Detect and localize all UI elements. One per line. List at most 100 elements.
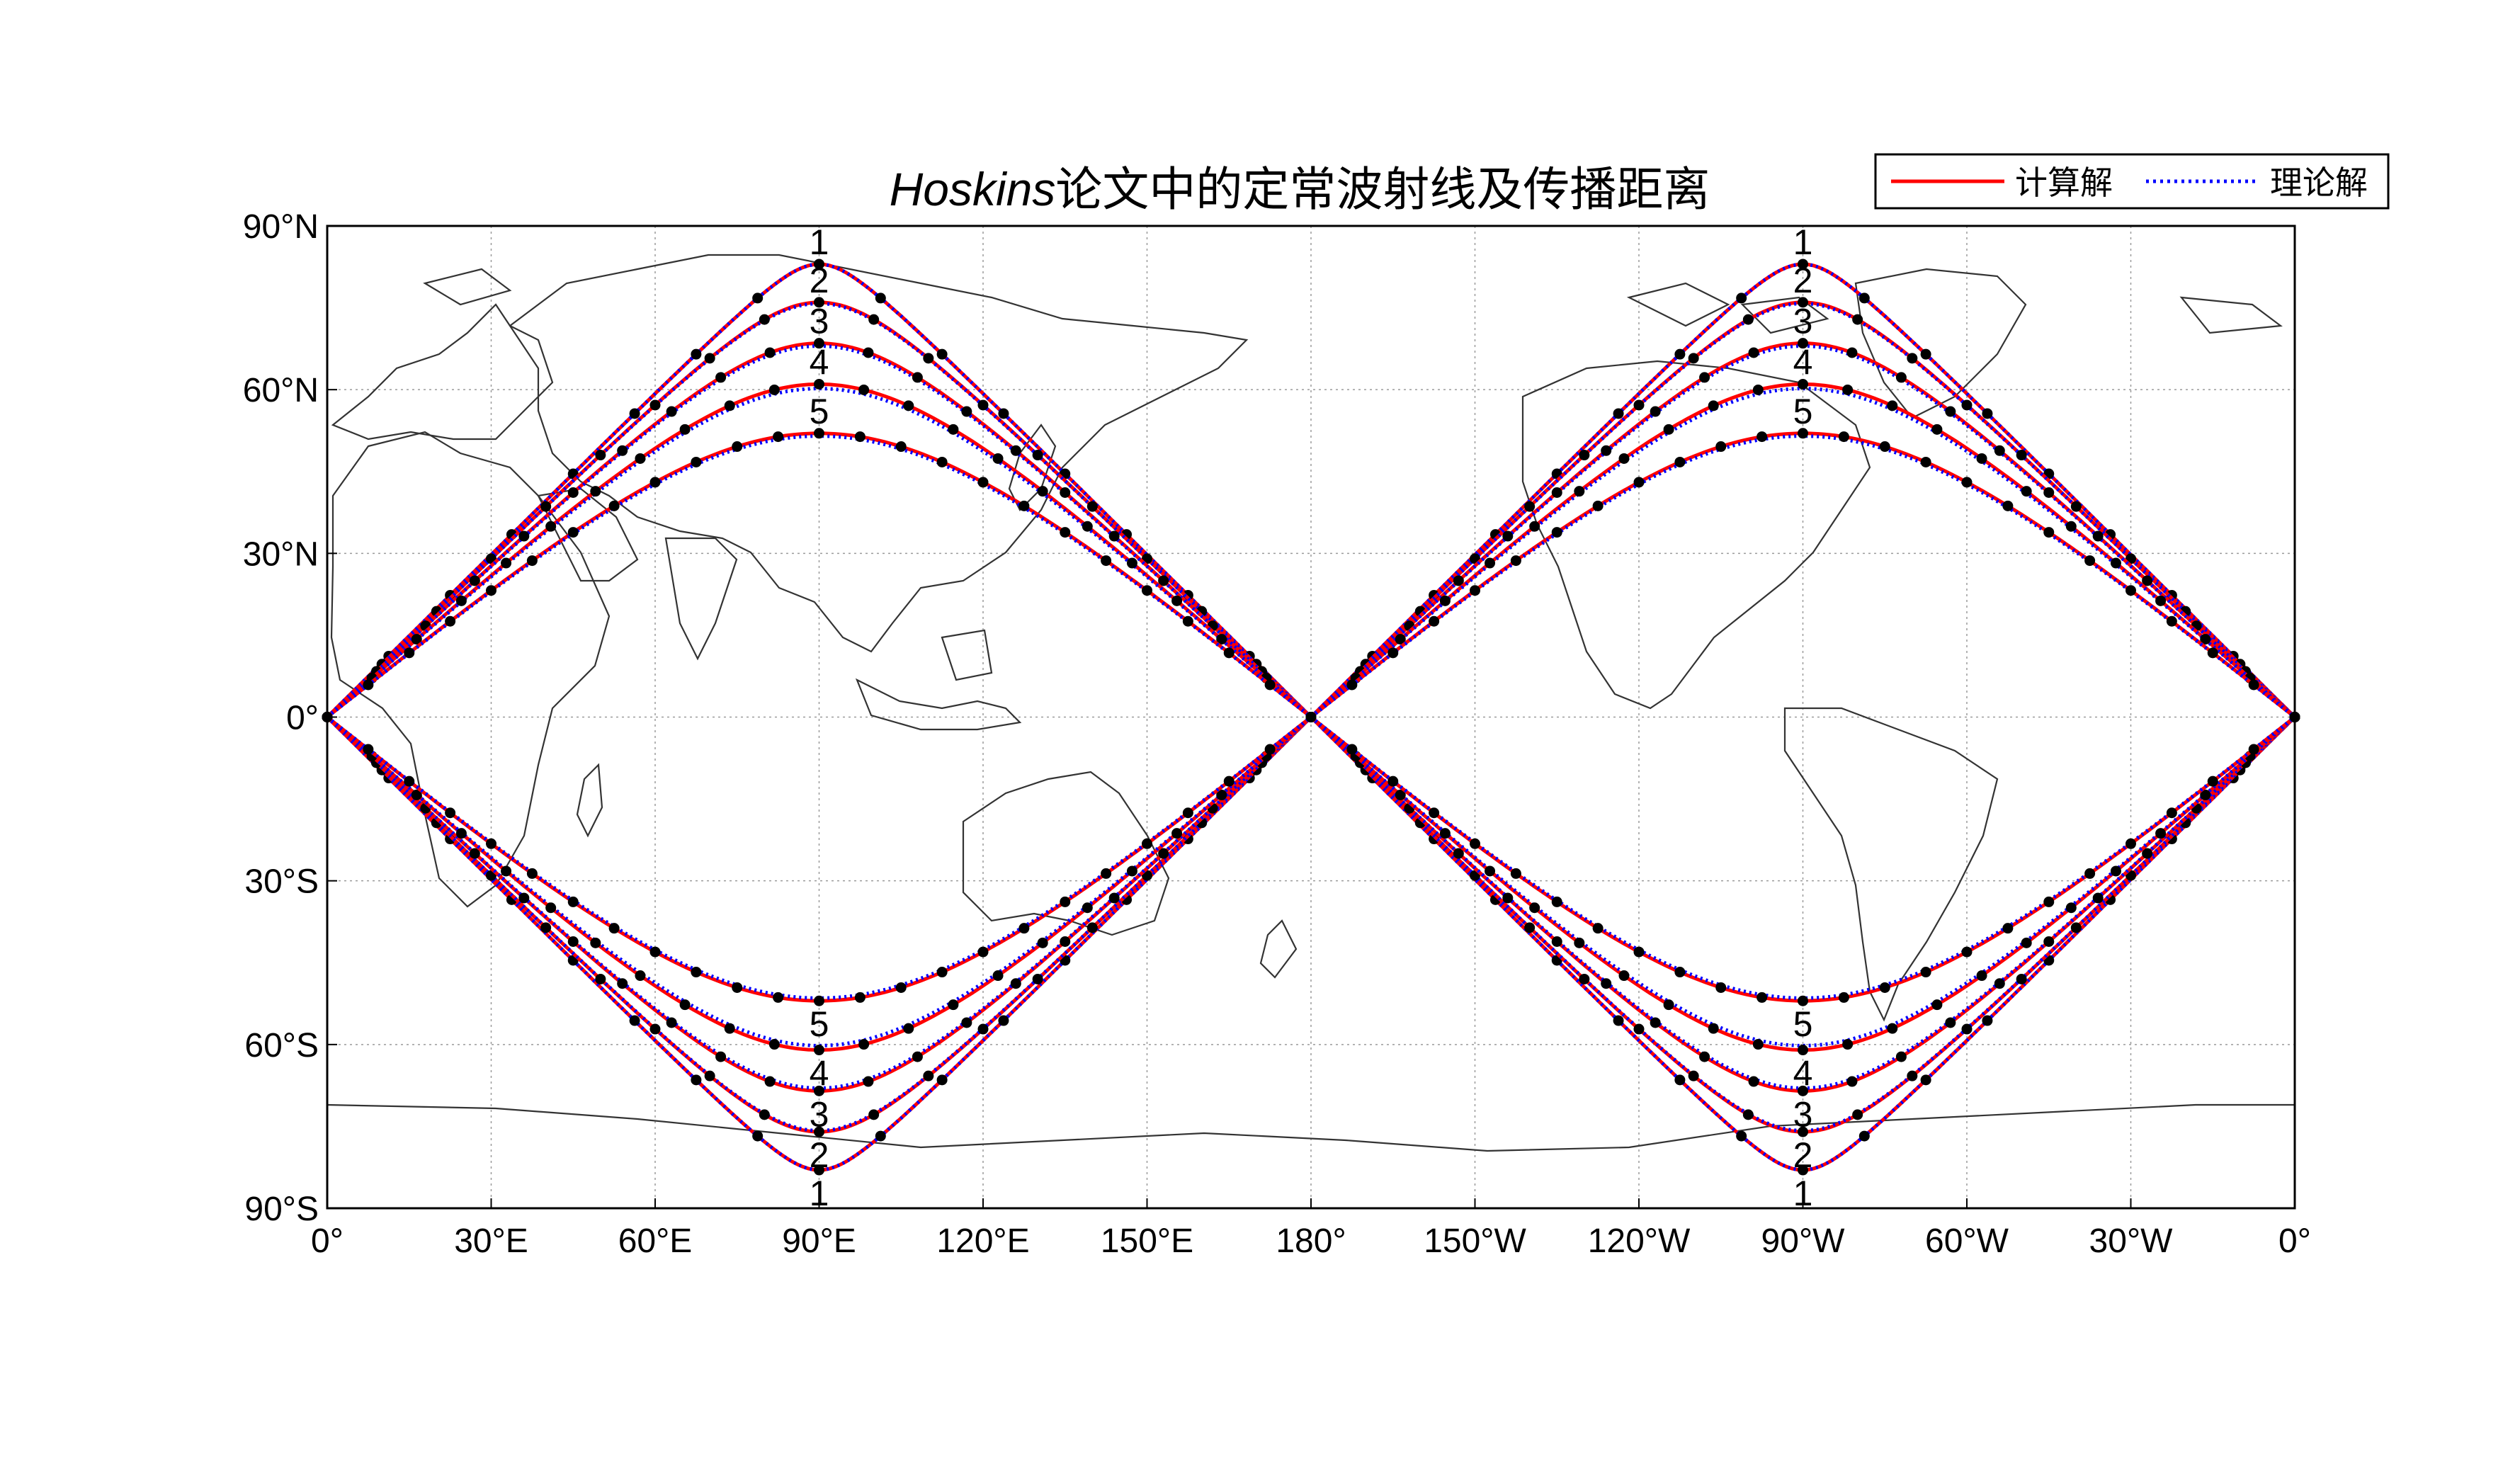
ray-dot [2002, 500, 2014, 511]
chart-title: Hoskins论文中的定常波射线及传播距离 [890, 163, 1710, 215]
x-tick-label: 120°E [936, 1222, 1029, 1260]
ray-dot [2084, 555, 2096, 567]
ray-dot [1945, 406, 1956, 417]
ray-dot [567, 896, 579, 907]
ray-dot [1798, 995, 1808, 1006]
ray-dot [1579, 450, 1590, 461]
x-tick-label: 180° [1276, 1222, 1346, 1260]
y-tick-label: 60°N [243, 372, 319, 409]
ray-dot [814, 1164, 824, 1176]
ray-dot [732, 441, 743, 453]
ray-dot [1429, 615, 1440, 627]
ray-label-south: 5 [1793, 1004, 1813, 1044]
y-tick-label: 90°N [243, 208, 319, 246]
ray-dot [2125, 585, 2136, 596]
ray-dot [2200, 789, 2211, 800]
ray-dot [649, 946, 661, 958]
ray-dot [936, 456, 948, 467]
ray-dot [1961, 477, 1973, 488]
ray-dot [1613, 1015, 1624, 1026]
ray-dot [363, 679, 374, 691]
ray-dot [1961, 1023, 1973, 1035]
x-tick-label: 60°E [618, 1222, 693, 1260]
ray-dot [764, 347, 776, 358]
ray-dot [2002, 923, 2014, 934]
ray-dot [404, 776, 415, 787]
ray-dot [2065, 902, 2077, 914]
ray-dot [992, 453, 1004, 464]
ray-dot [1613, 408, 1624, 419]
ray-dot [977, 1023, 989, 1035]
ray-dot [936, 967, 948, 978]
ray-dot [903, 1023, 914, 1034]
ray-dot [1485, 557, 1496, 569]
ray-curves [322, 259, 2300, 1176]
ray-dot [1387, 776, 1399, 787]
ray-label-north: 5 [810, 392, 829, 431]
ray-dot [501, 865, 512, 877]
ray-dot [1060, 936, 1071, 948]
ray-dot [1895, 1051, 1907, 1062]
ray-dot [1798, 378, 1808, 390]
ray-dot [617, 445, 628, 456]
ray-theoretical [1310, 387, 2296, 719]
ray-dot [1108, 892, 1120, 904]
ray-dot [863, 1076, 874, 1087]
x-tick-label: 150°E [1101, 1222, 1193, 1260]
x-tick-label: 30°E [454, 1222, 528, 1260]
ray-dot [411, 789, 422, 800]
ray-dot [1101, 555, 1112, 567]
ray-dot [868, 314, 880, 325]
ray-dot [1010, 978, 1021, 989]
ray-dot [1346, 744, 1358, 755]
ray-dot [1010, 445, 1021, 456]
ray-dot [1223, 776, 1235, 787]
ray-dot [2166, 807, 2177, 819]
ray-dot [691, 348, 702, 360]
ray-dot [590, 937, 601, 948]
ray-dot [1674, 348, 1686, 360]
grid-lines [327, 226, 2295, 1208]
ray-dot [875, 1130, 886, 1142]
ray-dot [2043, 936, 2055, 948]
ray-dot [1086, 501, 1098, 512]
ray-dot [1216, 789, 1227, 800]
ray-dot [1663, 999, 1674, 1011]
ray-dot [1158, 575, 1169, 586]
ray-dot [2021, 937, 2032, 948]
ray-dot [567, 936, 579, 948]
ray-dot [1907, 1070, 1918, 1081]
ray-dot [1982, 408, 1993, 419]
ray-dot [526, 868, 538, 879]
ray-dot [1126, 865, 1137, 877]
ray-dot [1601, 978, 1612, 989]
ray-dot [752, 293, 764, 304]
ray-label-north: 3 [810, 302, 829, 341]
ray-dot [992, 970, 1004, 982]
ray-dot [936, 1074, 948, 1086]
ray-dot [1846, 347, 1858, 358]
ray-dot [1798, 259, 1808, 270]
ray-dot [649, 477, 661, 488]
ray-dot [752, 1130, 764, 1142]
ray-dot [2021, 486, 2032, 497]
ray-dot [1798, 1045, 1808, 1056]
ray-dot [1574, 937, 1585, 948]
ray-dot [2166, 615, 2177, 627]
ray-dot [526, 555, 538, 567]
x-tick-label: 30°W [2089, 1222, 2174, 1260]
ray-dot [1931, 424, 1943, 435]
ray-dot [1633, 946, 1645, 958]
ray-dot [1551, 896, 1562, 907]
ray-dot [858, 1039, 870, 1050]
ray-label-south: 5 [810, 1004, 829, 1044]
ray-dot [1510, 555, 1521, 567]
ray-dot [2016, 973, 2027, 984]
ray-dot [1976, 453, 1987, 464]
ray-dot [1182, 807, 1193, 819]
ray-dot [2248, 744, 2259, 755]
ray-dot [1439, 595, 1451, 606]
ray-dot [1171, 828, 1183, 839]
ray-dot [1663, 424, 1674, 435]
